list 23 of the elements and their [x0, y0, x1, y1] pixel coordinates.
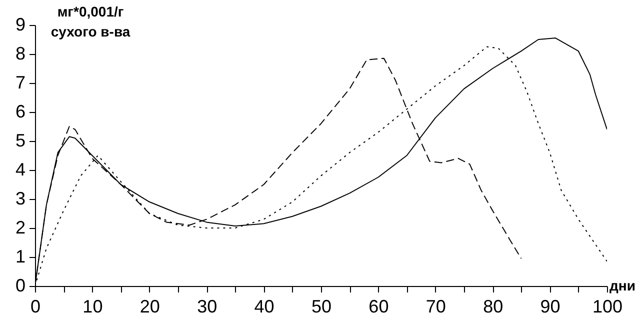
- x-tick-label: 90: [540, 296, 560, 316]
- x-tick-label: 20: [140, 296, 160, 316]
- x-tick-label: 60: [368, 296, 389, 316]
- x-tick-label: 100: [592, 296, 623, 316]
- y-tick-label: 0: [15, 276, 26, 296]
- y-tick-label: 6: [15, 102, 26, 122]
- y-tick-label: 1: [15, 246, 26, 266]
- x-tick-label: 10: [82, 296, 103, 316]
- y-tick-label: 9: [15, 14, 26, 34]
- y-tick-label: 5: [15, 130, 26, 150]
- x-tick-label: 80: [483, 296, 504, 316]
- y-tick-label: 8: [15, 44, 26, 64]
- y-tick-label: 2: [15, 218, 26, 238]
- x-tick-label: 70: [426, 296, 446, 316]
- y-tick-label: 4: [15, 160, 26, 180]
- x-axis-title: дни: [610, 278, 636, 294]
- y-axis-title: мг*0,001/г сухого в-ва: [50, 4, 130, 40]
- x-tick-label: 50: [311, 296, 332, 316]
- x-tick-label: 40: [254, 296, 274, 316]
- y-tick-label: 7: [15, 72, 26, 92]
- x-tick-label: 30: [197, 296, 218, 316]
- y-tick-label: 3: [15, 188, 26, 208]
- x-tick-label: 0: [30, 296, 41, 316]
